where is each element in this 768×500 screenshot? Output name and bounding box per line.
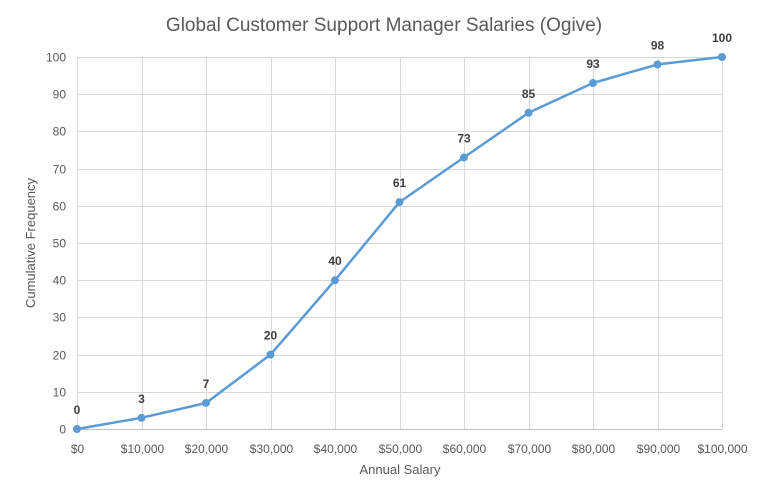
y-tick-label: 70 [53, 163, 67, 177]
x-tick-label: $0 [71, 442, 85, 456]
data-point-marker [73, 425, 81, 433]
data-label: 0 [74, 403, 81, 417]
data-label: 73 [457, 131, 471, 145]
y-tick-label: 90 [53, 88, 67, 102]
x-tick-label: $10,000 [121, 442, 165, 456]
y-tick-label: 40 [53, 274, 67, 288]
y-tick-label: 30 [53, 311, 67, 325]
y-tick-label: 80 [53, 125, 67, 139]
data-point-marker [589, 79, 597, 88]
x-tick-label: $70,000 [508, 442, 552, 456]
data-point-marker [137, 413, 146, 422]
data-point-marker [395, 198, 404, 207]
data-point-marker [653, 60, 662, 69]
y-tick-label: 50 [53, 237, 67, 251]
data-label: 100 [712, 31, 732, 45]
data-label: 20 [264, 329, 278, 343]
y-tick-label: 20 [53, 349, 67, 363]
x-tick-label: $20,000 [185, 442, 229, 456]
x-tick-label: $30,000 [250, 442, 294, 456]
data-label: 98 [651, 38, 665, 52]
x-tick-label: $90,000 [637, 442, 681, 456]
data-labels: 0 3 7 20 40 61 73 85 93 98 100 [74, 31, 733, 417]
gridlines [77, 57, 723, 430]
data-label: 85 [522, 87, 536, 101]
y-tick-label: 10 [53, 386, 67, 400]
data-point-marker [718, 53, 726, 61]
data-label: 7 [203, 377, 210, 391]
y-tick-label: 0 [59, 423, 66, 437]
y-tick-label: 100 [46, 51, 66, 65]
data-point-marker [460, 153, 468, 162]
data-label: 3 [138, 392, 145, 406]
x-axis-title: Annual Salary [360, 462, 441, 477]
chart-title: Global Customer Support Manager Salaries… [166, 15, 602, 36]
x-tick-label: $50,000 [379, 442, 423, 456]
x-tick-label: $60,000 [443, 442, 487, 456]
x-tick-label: $40,000 [314, 442, 358, 456]
data-point-marker [202, 398, 210, 407]
data-point-marker [331, 276, 339, 285]
y-tick-label: 60 [53, 200, 67, 214]
data-label: 93 [586, 57, 600, 71]
y-axis-title: Cumulative Frequency [23, 177, 38, 308]
x-tick-label: $80,000 [572, 442, 616, 456]
y-axis-ticks: 0 10 20 30 40 50 60 70 80 90 100 [46, 51, 66, 437]
x-axis-ticks: $0 $10,000 $20,000 $30,000 $40,000 $50,000 $60… [71, 442, 748, 456]
series-line [73, 53, 726, 433]
data-point-marker [524, 108, 533, 117]
x-tick-label: $100,000 [697, 442, 747, 456]
data-label: 61 [393, 176, 407, 190]
data-point-marker [266, 350, 275, 359]
data-label: 40 [328, 254, 342, 268]
